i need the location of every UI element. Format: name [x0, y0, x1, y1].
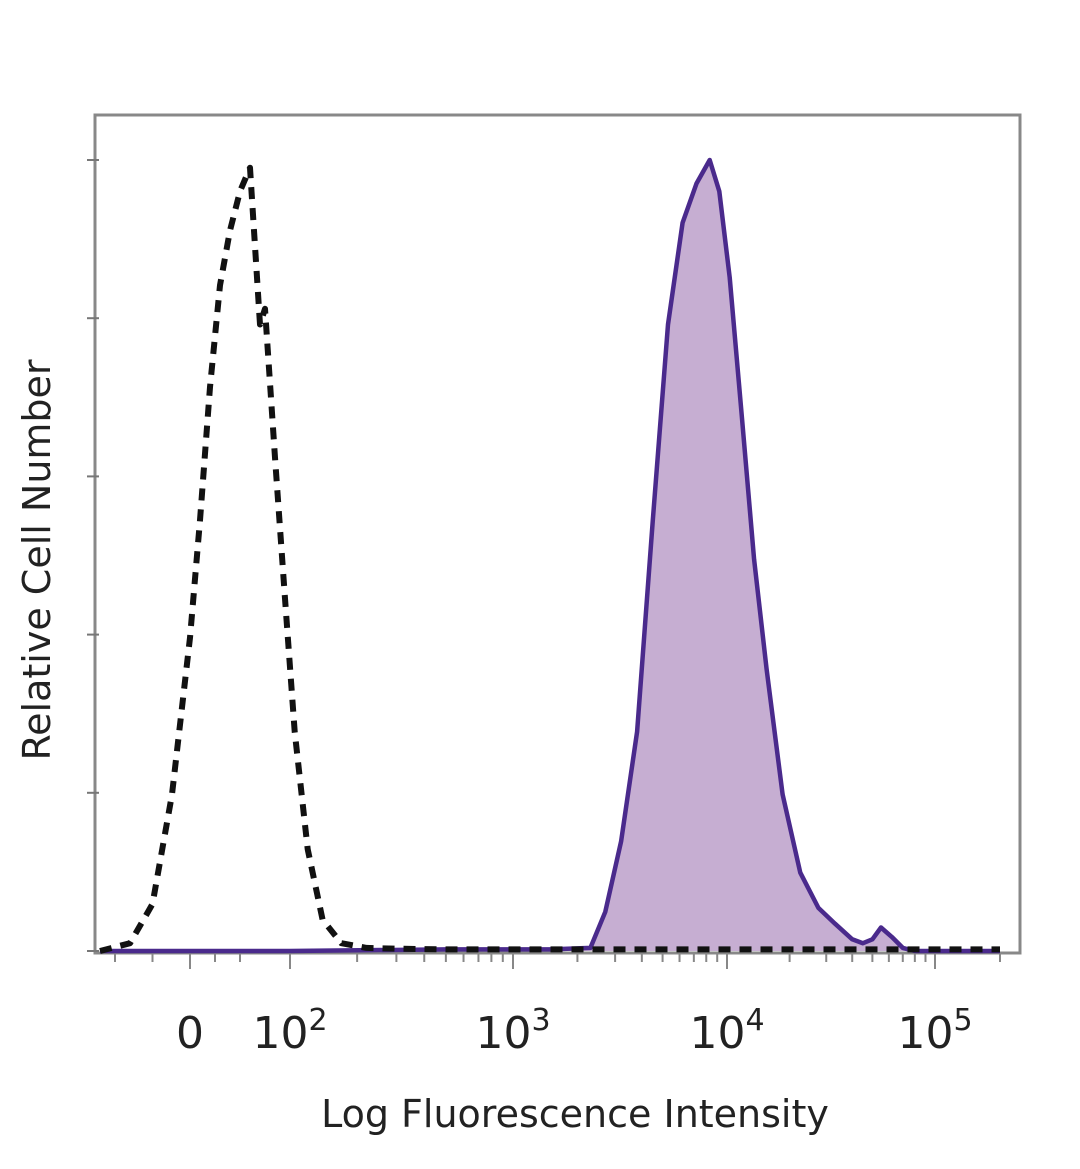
x-tick-label-4: 105 [897, 1003, 972, 1059]
y-axis-ticks [87, 159, 99, 952]
x-tick-label-2: 103 [475, 1003, 550, 1059]
series-1-fill [100, 160, 1000, 951]
y-axis-title: Relative Cell Number [15, 359, 59, 760]
x-tick-label-1: 102 [252, 1003, 327, 1059]
plot-frame [93, 113, 1022, 955]
x-tick-label-0: 0 [176, 1008, 204, 1059]
x-tick-label-3: 104 [689, 1003, 764, 1059]
series-0-line [99, 164, 1000, 954]
x-axis-tick-labels: 0 102 103 104 105 [176, 1003, 973, 1059]
series-1-line [100, 157, 1000, 954]
x-axis-minor-ticks [114, 953, 1001, 969]
series-layer [99, 157, 1000, 954]
x-axis-title: Log Fluorescence Intensity [321, 1092, 829, 1136]
